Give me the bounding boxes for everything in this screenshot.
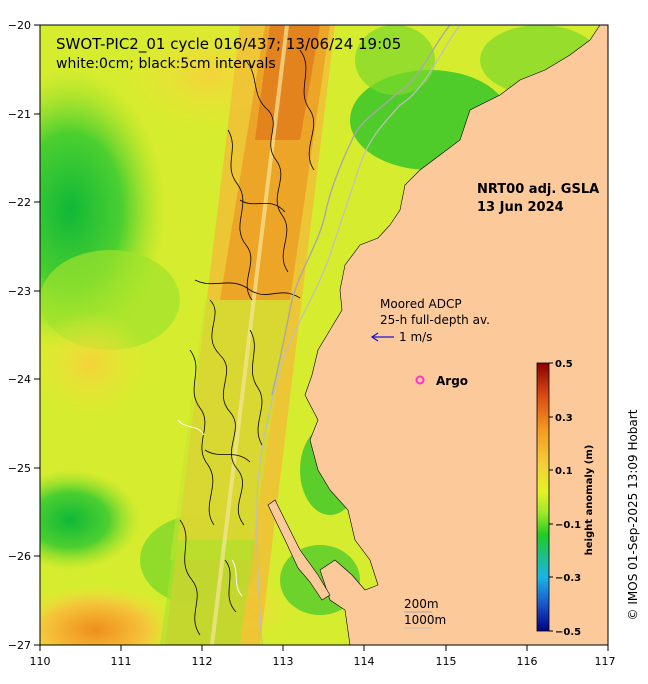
adcp-scale-label: 1 m/s bbox=[399, 330, 432, 344]
colorbar-tick-5: −0.5 bbox=[555, 627, 581, 638]
x-tick-114: 114 bbox=[354, 655, 375, 668]
height-anomaly-field bbox=[40, 25, 608, 645]
y-tick-24: −24 bbox=[8, 373, 31, 386]
adcp-label-line-2: 25-h full-depth av. bbox=[380, 313, 490, 327]
isobath-200m-label: 200m bbox=[404, 597, 439, 611]
title-line-1: SWOT-PIC2_01 cycle 016/437; 13/06/24 19:… bbox=[56, 35, 401, 54]
x-tick-113: 113 bbox=[273, 655, 294, 668]
plot-frame bbox=[39, 24, 609, 646]
australia-landmass bbox=[304, 25, 608, 645]
swot-swath bbox=[160, 25, 335, 645]
y-tick-22: −22 bbox=[8, 196, 31, 209]
x-tick-116: 116 bbox=[517, 655, 538, 668]
x-tick-111: 111 bbox=[111, 655, 132, 668]
colorbar: 0.5 0.3 0.1 −0.1 −0.3 −0.5 height anomal… bbox=[536, 359, 595, 638]
y-tick-23: −23 bbox=[8, 285, 31, 298]
y-axis: −20 −21 −22 −23 −24 −25 −26 −27 bbox=[8, 19, 40, 652]
x-tick-112: 112 bbox=[192, 655, 213, 668]
y-tick-26: −26 bbox=[8, 550, 31, 563]
y-tick-27: −27 bbox=[8, 639, 31, 652]
x-tick-110: 110 bbox=[30, 655, 51, 668]
isobath-1000m-label: 1000m bbox=[404, 613, 446, 627]
product-label-line-1: NRT00 adj. GSLA bbox=[477, 182, 599, 197]
argo-label: Argo bbox=[436, 374, 468, 388]
colorbar-label: height anomaly (m) bbox=[584, 445, 595, 556]
adcp-scale-arrow bbox=[370, 332, 394, 342]
colorbar-tick-3: −0.1 bbox=[555, 520, 581, 531]
y-tick-21: −21 bbox=[8, 108, 31, 121]
y-tick-20: −20 bbox=[8, 19, 31, 32]
argo-marker bbox=[415, 375, 425, 385]
colorbar-tick-2: 0.1 bbox=[555, 466, 573, 477]
x-axis: 110 111 112 113 114 115 116 117 bbox=[30, 645, 616, 668]
colorbar-gradient bbox=[536, 362, 550, 632]
colorbar-tick-1: 0.3 bbox=[555, 413, 573, 424]
x-tick-117: 117 bbox=[595, 655, 616, 668]
y-tick-25: −25 bbox=[8, 462, 31, 475]
product-label-line-2: 13 Jun 2024 bbox=[477, 200, 564, 215]
credit-text: © IMOS 01-Sep-2025 13:09 Hobart bbox=[626, 409, 640, 620]
x-tick-115: 115 bbox=[436, 655, 457, 668]
colorbar-tick-0: 0.5 bbox=[555, 359, 573, 370]
isobath-1000m bbox=[256, 25, 461, 645]
title-line-2: white:0cm; black:5cm intervals bbox=[56, 56, 276, 72]
isobath-200m bbox=[271, 25, 451, 396]
shark-bay-peninsula bbox=[267, 499, 331, 601]
adcp-label-line-1: Moored ADCP bbox=[380, 297, 462, 311]
colorbar-tick-4: −0.3 bbox=[555, 573, 581, 584]
